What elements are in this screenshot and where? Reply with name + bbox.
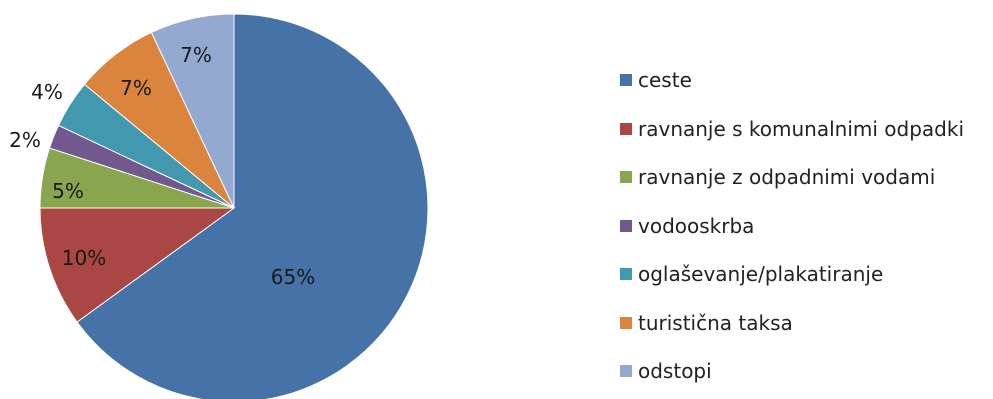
pie-slice-2 — [39, 207, 236, 323]
data-label-6: 7% — [120, 76, 152, 100]
legend-item-4: vodooskrba — [620, 202, 964, 251]
data-label-2: 10% — [62, 246, 106, 270]
legend-swatch-2 — [620, 122, 632, 135]
legend-item-2: ravnanje s komunalnimi odpadki — [620, 105, 964, 154]
data-label-4: 2% — [9, 128, 41, 152]
legend-swatch-7 — [620, 365, 632, 378]
legend-item-1: ceste — [620, 56, 964, 105]
legend-label-3: ravnanje z odpadnimi vodami — [638, 165, 936, 190]
legend-label-5: oglaševanje/plakatiranje — [638, 262, 884, 287]
legend-swatch-6 — [620, 316, 632, 329]
data-label-7: 7% — [180, 43, 212, 67]
legend: ceste ravnanje s komunalnimi odpadki ravna… — [620, 56, 964, 396]
data-label-1: 65% — [271, 265, 315, 289]
legend-swatch-3 — [620, 171, 632, 184]
legend-label-2: ravnanje s komunalnimi odpadki — [638, 116, 965, 141]
data-label-5: 4% — [31, 80, 63, 104]
legend-label-4: vodooskrba — [638, 213, 755, 238]
legend-swatch-4 — [620, 219, 632, 232]
legend-label-7: odstopi — [638, 359, 712, 384]
pie-slice-7 — [150, 13, 235, 209]
legend-item-6: turistična taksa — [620, 299, 964, 348]
pie-svg: 65% 10% 5% 2% 4% 7% 7% — [9, 13, 429, 399]
legend-swatch-1 — [620, 74, 632, 87]
legend-swatch-5 — [620, 268, 632, 281]
legend-label-1: ceste — [638, 68, 692, 93]
legend-item-3: ravnanje z odpadnimi vodami — [620, 153, 964, 202]
legend-item-7: odstopi — [620, 347, 964, 396]
pie-slice-1 — [76, 13, 429, 399]
legend-label-6: turistična taksa — [638, 310, 793, 335]
legend-item-5: oglaševanje/plakatiranje — [620, 250, 964, 299]
data-label-3: 5% — [52, 179, 84, 203]
